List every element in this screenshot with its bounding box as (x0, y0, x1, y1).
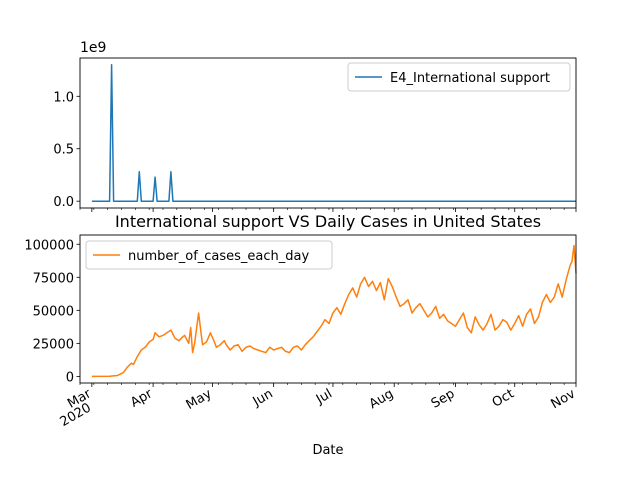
y-tick-label: 100000 (24, 238, 74, 253)
top-plot-frame (79, 57, 577, 209)
x-axis-label: Date (312, 443, 343, 458)
y-tick-label: 50000 (33, 304, 74, 319)
top-y-offset-label: 1e9 (80, 40, 106, 56)
y-tick-label: 25000 (33, 337, 74, 352)
top-chart: 1e9 0.0 0.5 1.0 E4_International support (53, 40, 577, 212)
series-line (91, 244, 577, 378)
x-tick-label: Sep (429, 386, 458, 411)
top-legend: E4_International support (347, 62, 571, 92)
legend-label: number_of_cases_each_day (128, 249, 309, 264)
x-tick-label: Aug (367, 386, 396, 412)
top-y-ticks: 0.0 0.5 1.0 (53, 90, 80, 210)
y-tick-label: 0.5 (53, 143, 74, 158)
bottom-series-lines (91, 244, 577, 378)
legend-box (347, 62, 571, 92)
bottom-y-ticks: 0 25000 50000 75000 100000 (24, 238, 80, 385)
x-tick-label: Jun (250, 386, 276, 410)
legend-box (85, 240, 333, 270)
y-tick-label: 1.0 (53, 90, 74, 105)
legend-label: E4_International support (390, 71, 550, 86)
chart-title: International support VS Daily Cases in … (115, 212, 541, 231)
x-tick-label: Nov (549, 386, 579, 412)
bottom-chart: International support VS Daily Cases in … (24, 212, 578, 458)
x-tick-label: Jul (313, 386, 335, 407)
y-tick-label: 75000 (33, 271, 74, 286)
x-tick-label: May (184, 386, 215, 413)
y-tick-label: 0 (66, 370, 74, 385)
top-series-lines (91, 64, 576, 202)
x-tick-label: Oct (490, 386, 517, 410)
bottom-legend: number_of_cases_each_day (85, 240, 333, 270)
bottom-plot-frame (79, 234, 577, 384)
x-tick-label: Apr (128, 386, 156, 411)
series-line (91, 64, 576, 202)
y-tick-label: 0.0 (53, 195, 74, 210)
